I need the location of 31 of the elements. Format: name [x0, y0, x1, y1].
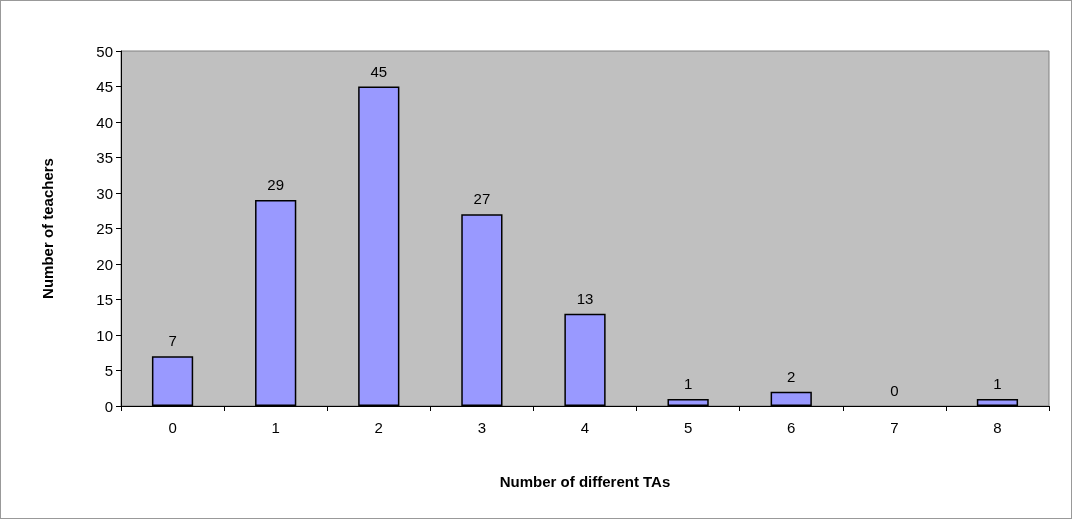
data-label: 27	[473, 190, 491, 208]
x-tick-label: 5	[683, 419, 693, 436]
data-label: 13	[576, 289, 594, 307]
x-tick-label: 7	[890, 419, 899, 436]
y-tick-label: 0	[104, 397, 113, 415]
y-tick-label: 30	[96, 184, 113, 202]
y-tick-label: 50	[96, 42, 113, 60]
x-tick-label: 2	[374, 419, 383, 436]
y-tick-label: 35	[96, 149, 113, 166]
x-tick-label: 6	[787, 419, 796, 436]
x-axis-title: Number of different TAs	[499, 473, 671, 490]
y-tick-label: 15	[96, 291, 113, 308]
y-tick-label: 40	[96, 113, 113, 131]
y-tick-label: 10	[96, 326, 113, 344]
data-label: 29	[267, 176, 285, 194]
data-label: 45	[370, 62, 388, 80]
y-tick-label: 45	[96, 78, 113, 95]
x-tick-label: 4	[580, 419, 590, 436]
y-axis-title: Number of teachers	[39, 158, 56, 299]
data-label: 0	[890, 382, 899, 399]
y-tick-label: 5	[104, 362, 113, 379]
data-label: 2	[787, 367, 796, 385]
x-tick-label: 8	[993, 419, 1002, 436]
x-tick-label: 1	[271, 419, 280, 436]
y-tick-label: 25	[96, 220, 113, 237]
data-label: 1	[683, 374, 693, 392]
x-tick-label: 3	[477, 419, 487, 436]
data-label: 1	[993, 374, 1002, 392]
data-label: 7	[168, 332, 177, 350]
x-tick-label: 0	[168, 419, 177, 436]
y-tick-label: 20	[96, 255, 113, 273]
